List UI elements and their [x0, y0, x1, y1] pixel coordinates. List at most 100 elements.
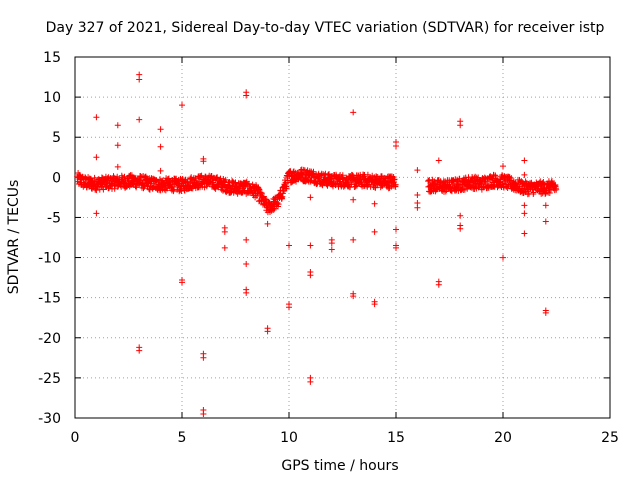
outlier-point [157, 167, 164, 174]
baseline-point [546, 190, 553, 196]
y-tick-label: -15 [38, 291, 61, 307]
outlier-point [457, 212, 464, 219]
outlier-point [307, 194, 314, 201]
baseline-point [177, 186, 184, 193]
baseline-point [121, 173, 128, 180]
outlier-point [328, 240, 335, 247]
outlier-point [521, 171, 528, 178]
outlier-point [200, 354, 207, 361]
outlier-point [393, 226, 399, 233]
outlier-point [221, 244, 228, 251]
outlier-point [136, 116, 143, 123]
outlier-point [93, 210, 100, 217]
baseline-point [391, 176, 398, 183]
grid [75, 57, 610, 418]
x-tick-label: 25 [601, 430, 619, 446]
outlier-point [393, 143, 399, 149]
outlier-point [286, 304, 292, 311]
x-tick-label: 5 [178, 430, 187, 446]
outlier-point [500, 163, 506, 170]
baseline-point [279, 193, 286, 200]
x-tick-label: 20 [494, 430, 512, 446]
outlier-point [393, 244, 399, 251]
x-tick-label: 10 [280, 430, 298, 446]
outlier-point [200, 411, 207, 417]
outlier-point [457, 225, 464, 232]
axis-ticks: 0 5 10 15 20 25 -30 -25 -20 -15 -10 -5 0 5 10 15 [38, 50, 619, 446]
baseline-point [141, 183, 148, 190]
outlier-point [542, 309, 549, 316]
baseline-point [425, 177, 432, 184]
x-tick-label: 0 [71, 430, 80, 446]
x-tick-label: 15 [387, 430, 405, 446]
outlier-point [435, 157, 442, 164]
outlier-point [243, 289, 250, 296]
baseline-point [214, 174, 221, 181]
outlier-point [521, 157, 528, 164]
baseline-point [271, 205, 278, 212]
y-tick-label: 0 [52, 170, 61, 186]
y-tick-label: -10 [38, 251, 61, 267]
outlier-point [414, 204, 421, 211]
baseline-point [274, 199, 281, 206]
baseline-point [164, 185, 171, 192]
outlier-point [307, 272, 314, 279]
outlier-point [307, 242, 314, 249]
outlier-point [136, 347, 143, 354]
outlier-point [435, 281, 442, 288]
outlier-point [114, 163, 121, 170]
baseline-point [448, 188, 455, 195]
outlier-point [542, 218, 549, 225]
outlier-point [371, 228, 378, 235]
baseline-point [364, 171, 371, 178]
outlier-point [350, 236, 357, 243]
outlier-point [286, 242, 292, 249]
baseline-point [91, 174, 98, 181]
baseline-point [352, 183, 359, 190]
outlier-point [93, 114, 100, 121]
baseline-point [326, 171, 332, 177]
y-tick-label: 5 [52, 130, 61, 146]
outlier-point [221, 228, 228, 235]
data-points [74, 71, 560, 417]
baseline-point [256, 186, 263, 193]
outlier-point [114, 142, 121, 149]
outlier-point [371, 301, 378, 308]
outlier-point [521, 210, 528, 217]
y-tick-label: -25 [38, 371, 61, 387]
outlier-point [114, 122, 121, 129]
y-tick-label: -5 [47, 210, 61, 226]
outlier-point [350, 109, 357, 116]
outlier-point [136, 76, 143, 83]
outlier-point [371, 200, 378, 207]
y-tick-label: 15 [43, 50, 61, 66]
outlier-point [157, 143, 164, 150]
baseline-point [270, 206, 277, 213]
chart-title: Day 327 of 2021, Sidereal Day-to-day VTE… [46, 20, 605, 36]
baseline-point [232, 179, 239, 186]
plot-frame [74, 56, 611, 419]
baseline-point [100, 186, 107, 193]
outlier-point [179, 102, 185, 109]
baseline-point [246, 180, 252, 187]
outlier-point [521, 230, 528, 237]
outlier-point [457, 122, 464, 129]
x-axis-label: GPS time / hours [281, 458, 398, 474]
baseline-point [508, 175, 515, 182]
baseline-point [222, 176, 229, 183]
outlier-point [307, 378, 314, 385]
baseline-point [553, 186, 560, 193]
outlier-point [350, 293, 357, 300]
outlier-point [93, 154, 100, 161]
baseline-point [198, 172, 205, 179]
outlier-point [328, 246, 335, 253]
outlier-point [264, 220, 271, 227]
outlier-point [414, 167, 421, 174]
baseline-point [275, 201, 282, 208]
outlier-point [243, 261, 250, 267]
y-tick-label: 10 [43, 90, 61, 106]
outlier-point [264, 328, 271, 335]
outlier-point [243, 236, 250, 243]
y-tick-label: -20 [38, 331, 61, 347]
